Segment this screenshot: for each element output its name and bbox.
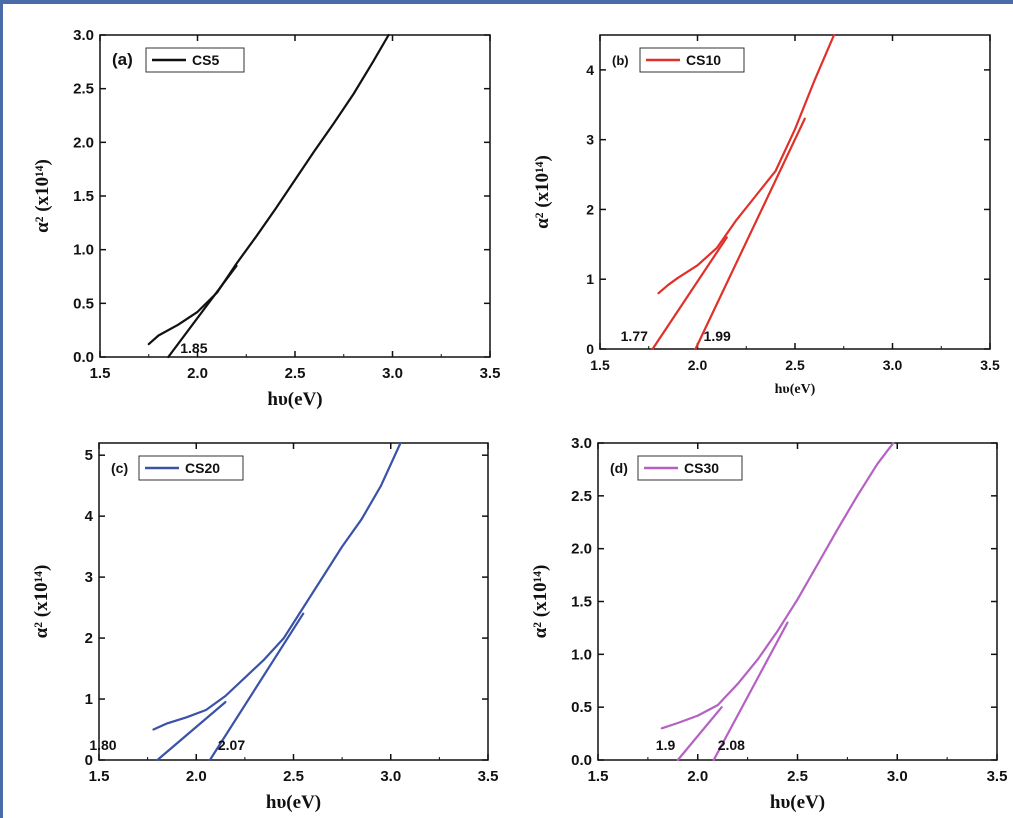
intercept-label: 1.77 [621,328,648,344]
y-tick-label: 2.5 [73,81,94,98]
tangent-line [712,621,789,762]
x-tick-label: 3.0 [382,365,403,382]
x-tick-label: 1.5 [90,365,111,382]
plot-frame [98,442,489,761]
panel-label: (c) [111,460,128,476]
legend-label: CS10 [686,52,721,68]
x-axis-title: hυ(eV) [267,389,322,410]
x-tick-label: 1.5 [590,357,610,373]
plot-frame [599,34,991,350]
x-tick-label: 3.5 [987,768,1008,785]
tangent-line [651,236,728,351]
x-axis-title: hυ(eV) [775,382,816,397]
y-tick-label: 1.0 [73,242,94,259]
y-tick-label: 0.0 [571,752,592,769]
x-tick-label: 2.5 [785,357,805,373]
tangent-line [694,117,806,351]
intercept-label: 1.99 [704,328,731,344]
x-tick-label: 2.5 [285,365,306,382]
x-tick-label: 3.0 [887,768,908,785]
data-curve [147,33,390,346]
y-tick-label: 0 [85,752,93,769]
y-tick-label: 3 [85,569,93,586]
y-tick-label: 4 [85,508,94,525]
chart-panel-1: 1.5 2.0 2.5 3.0 3.5 0.0 0.5 1.0 1.5 2.0 2.5 3.0 hυ(e… [32,27,500,410]
x-tick-label: 3.0 [380,768,401,785]
x-tick-label: 2.5 [283,768,304,785]
x-tick-label: 3.5 [478,768,499,785]
y-axis-title: α² (x10¹⁴) [532,155,553,229]
panel-label: (d) [610,460,628,476]
tangent-line [167,264,238,359]
legend-label: CS5 [192,52,219,68]
plot-frame [597,442,998,761]
y-tick-label: 5 [85,447,93,464]
intercept-label: 2.08 [718,737,745,753]
tangent-line [676,706,723,762]
y-tick-label: 1.0 [571,646,592,663]
intercept-label: 2.07 [218,737,245,753]
x-tick-label: 3.5 [480,365,501,382]
y-tick-label: 3 [586,132,594,148]
y-tick-label: 2.5 [571,488,592,505]
chart-panel-4: 1.5 2.0 2.5 3.0 3.5 0.0 0.5 1.0 1.5 2.0 2.5 3.0 hυ(e… [530,435,1007,813]
frame-top-border [0,0,1013,4]
y-axis-title: α² (x10¹⁴) [31,565,52,639]
x-tick-label: 2.0 [187,365,208,382]
y-tick-label: 3.0 [73,27,94,44]
y-tick-label: 2 [85,630,93,647]
tangent-line [208,612,305,762]
legend-label: CS20 [185,460,220,476]
y-tick-label: 1.5 [73,188,94,205]
y-tick-label: 1.5 [571,594,592,611]
y-tick-label: 2.0 [571,541,592,558]
x-tick-label: 3.5 [980,357,1000,373]
x-tick-label: 1.5 [588,768,609,785]
x-tick-label: 3.0 [883,357,903,373]
panel-label: (a) [112,50,133,69]
x-tick-label: 2.0 [688,357,708,373]
panel-label: (b) [612,53,629,68]
x-tick-label: 2.0 [687,768,708,785]
y-tick-label: 4 [586,62,594,78]
legend-label: CS30 [684,460,719,476]
x-tick-label: 2.0 [186,768,207,785]
intercept-label: 1.85 [180,340,207,356]
chart-panel-2: 1.5 2.0 2.5 3.0 3.5 0 1 2 3 4 hυ(eV) α² (x10¹⁴) 1.77… [532,33,1000,397]
x-tick-label: 2.5 [787,768,808,785]
y-tick-label: 0.0 [73,349,94,366]
intercept-label: 1.9 [656,737,676,753]
y-tick-label: 1 [586,271,594,287]
intercept-label: 1.80 [89,737,116,753]
x-axis-title: hυ(eV) [266,792,321,813]
y-tick-label: 0.5 [571,699,592,716]
chart-panel-3: 1.5 2.0 2.5 3.0 3.5 0 1 2 3 4 5 hυ(eV) α² (x10¹⁴) 1.8… [31,441,499,813]
y-axis-title: α² (x10¹⁴) [32,159,53,233]
y-tick-label: 0.5 [73,295,94,312]
y-tick-label: 0 [586,341,594,357]
data-curve [152,441,402,731]
x-tick-label: 1.5 [89,768,110,785]
data-curve [657,33,836,295]
tangent-line [156,701,227,762]
y-tick-label: 2 [586,201,594,217]
y-axis-title: α² (x10¹⁴) [530,565,551,639]
x-axis-title: hυ(eV) [770,792,825,813]
plot-frame [99,34,491,358]
y-tick-label: 1 [85,691,93,708]
frame-left-border [0,0,3,818]
data-curve [660,441,895,730]
y-tick-label: 3.0 [571,435,592,452]
y-tick-label: 2.0 [73,134,94,151]
